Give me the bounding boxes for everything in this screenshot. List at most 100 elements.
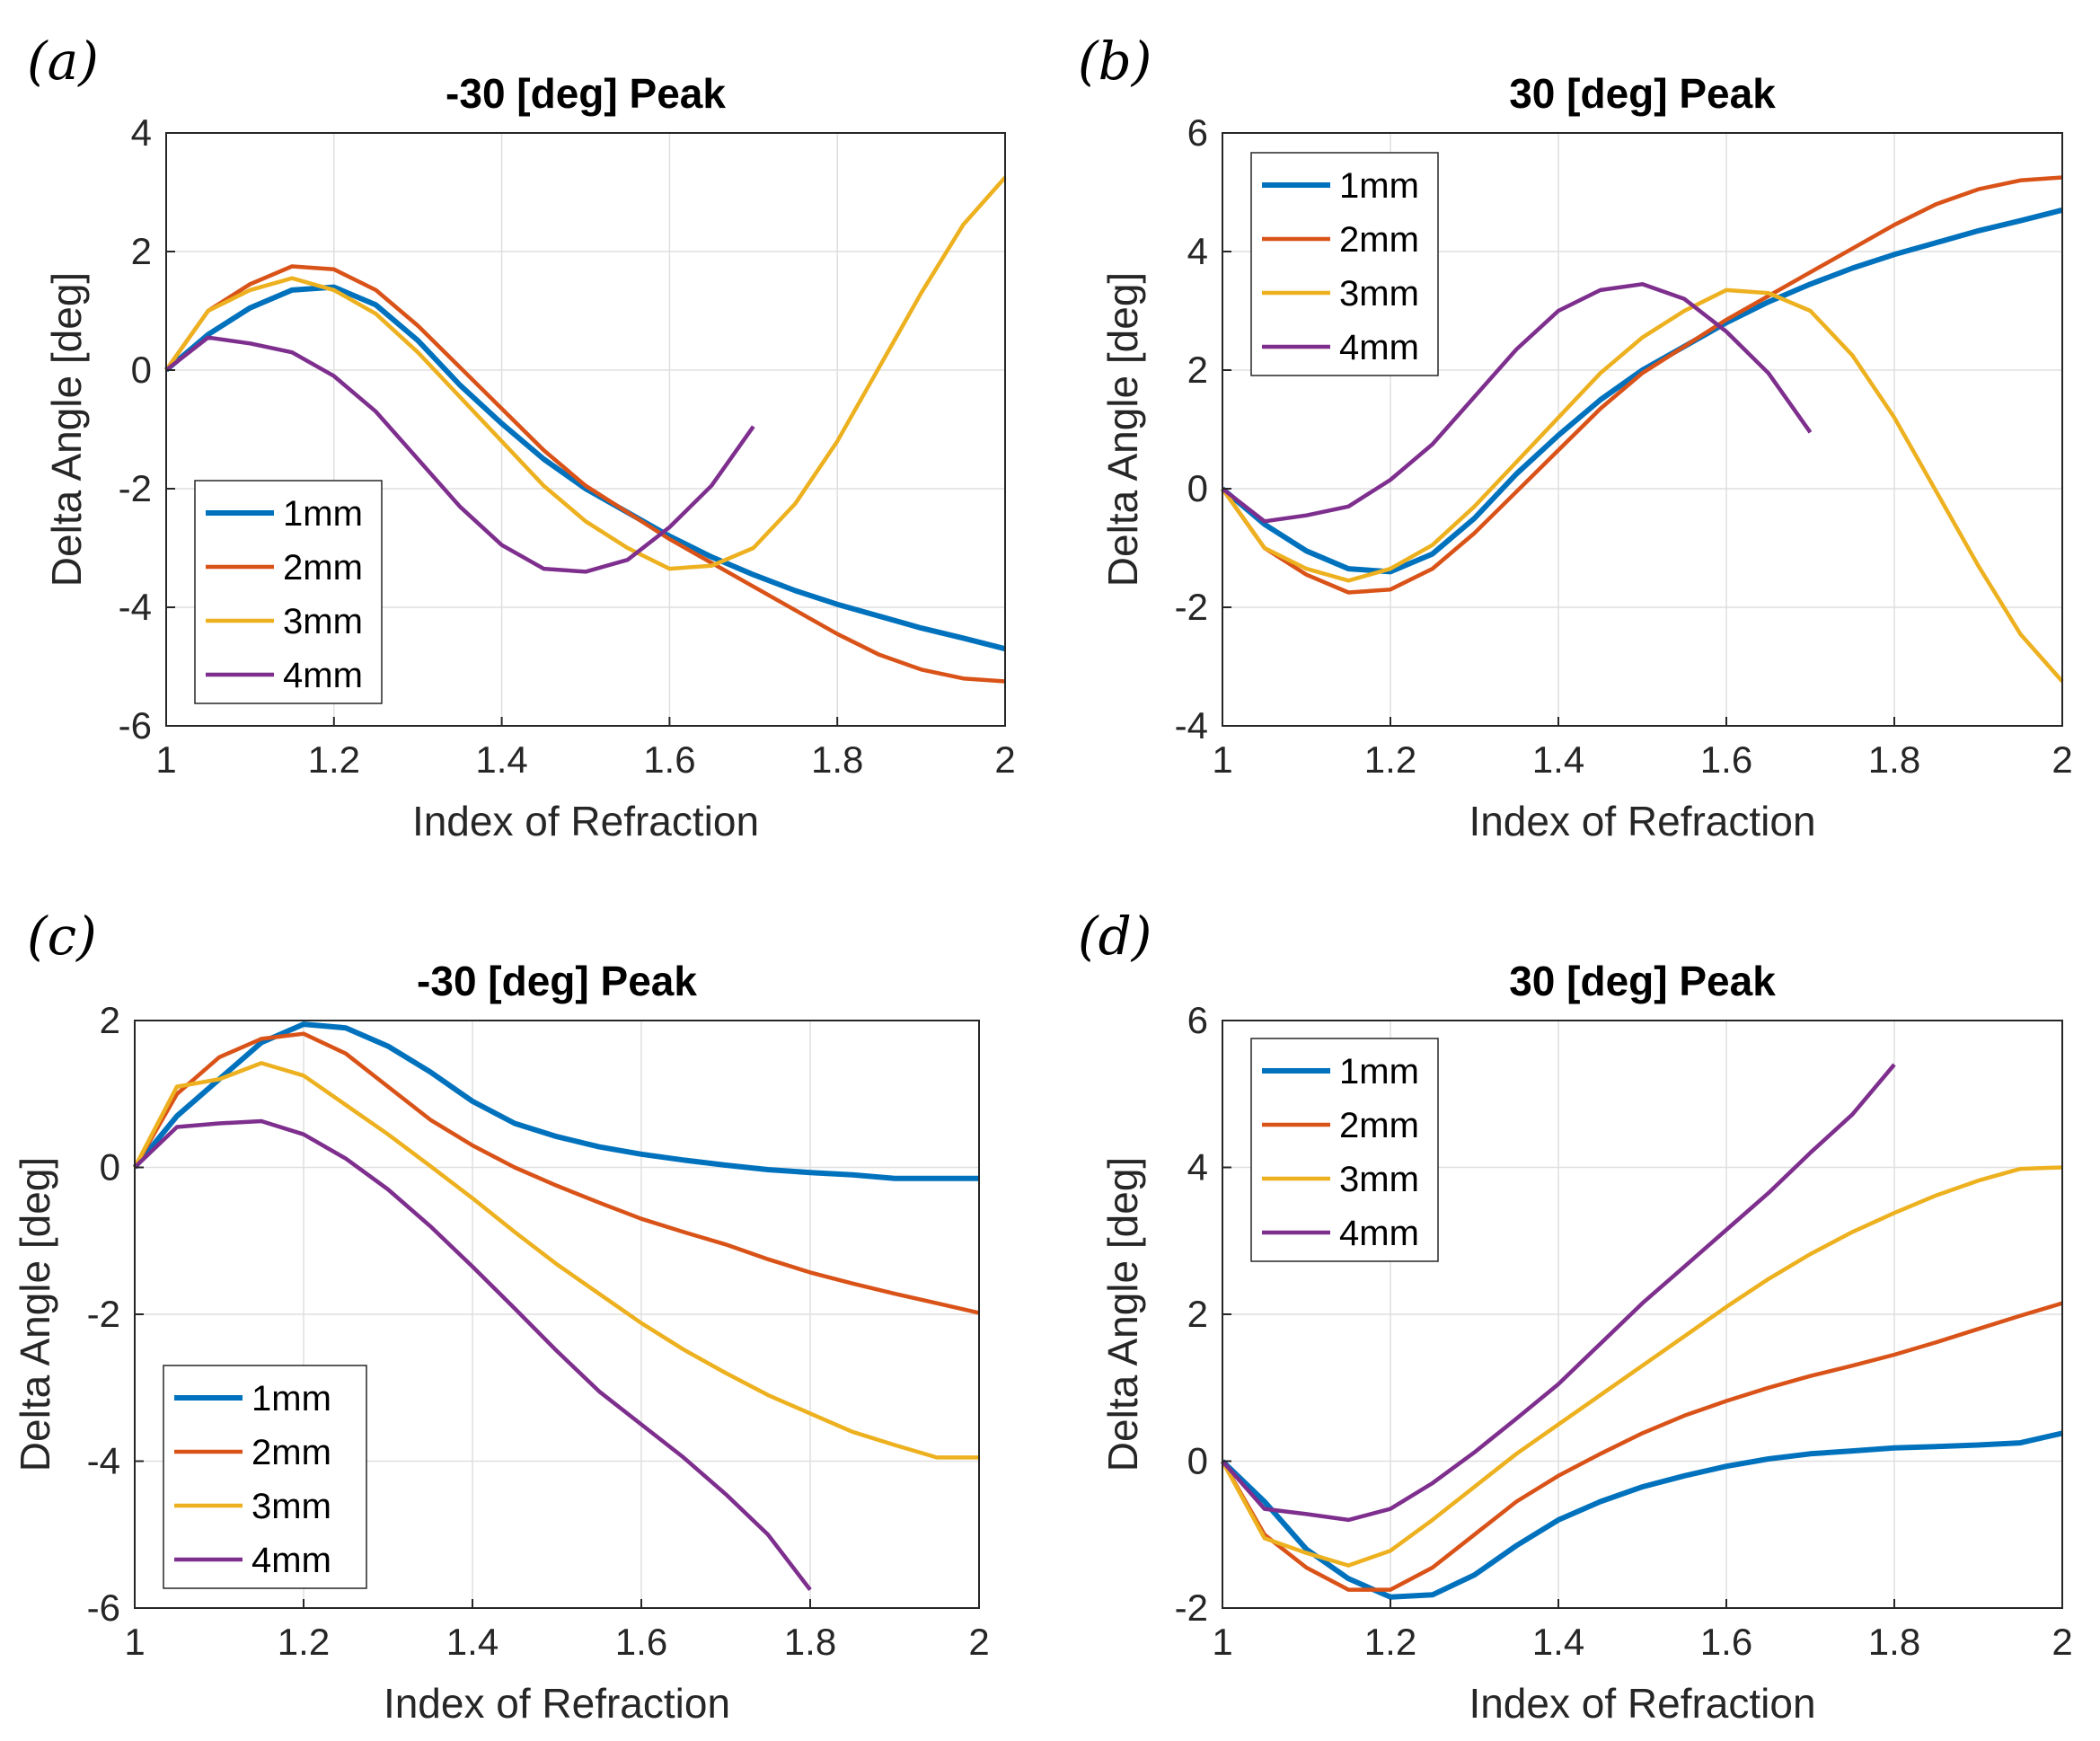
series-line-2mm bbox=[1221, 1301, 2063, 1592]
y-tick-label: -4 bbox=[87, 1440, 120, 1482]
x-tick-label: 1.8 bbox=[1868, 738, 1920, 781]
y-tick-label: 6 bbox=[1187, 111, 1208, 154]
series-line-3mm bbox=[164, 176, 1007, 571]
y-tick-label: 2 bbox=[1187, 349, 1208, 391]
x-tick-label: 1.8 bbox=[1868, 1621, 1920, 1663]
panel-label: (b) bbox=[1078, 31, 1151, 92]
y-tick-label: -2 bbox=[1175, 586, 1208, 628]
y-axis-label: Delta Angle [deg] bbox=[43, 272, 90, 587]
x-tick-label: 2 bbox=[968, 1621, 989, 1663]
series-line-2mm bbox=[133, 1031, 980, 1315]
x-tick-label: 1.4 bbox=[475, 738, 527, 781]
y-tick-label: 4 bbox=[131, 111, 152, 154]
x-tick-label: 1.6 bbox=[643, 738, 695, 781]
x-tick-label: 2 bbox=[2051, 738, 2072, 781]
series-line-4mm bbox=[1221, 1063, 1896, 1523]
y-tick-label: -6 bbox=[119, 704, 152, 747]
legend-label-4mm: 4mm bbox=[283, 656, 363, 695]
series-line-4mm bbox=[133, 1118, 812, 1591]
series-line-4mm bbox=[1221, 282, 1813, 524]
y-tick-label: 4 bbox=[1187, 1146, 1208, 1189]
legend-box bbox=[194, 480, 383, 704]
x-tick-label: 1.6 bbox=[1700, 738, 1752, 781]
y-axis-label: Delta Angle [deg] bbox=[1099, 1157, 1146, 1471]
x-tick-label: 1.2 bbox=[308, 738, 360, 781]
x-axis-label: Index of Refraction bbox=[1469, 798, 1815, 844]
panel-label: (d) bbox=[1078, 906, 1151, 967]
x-axis-label: Index of Refraction bbox=[412, 798, 759, 844]
x-tick-label: 1.2 bbox=[278, 1621, 330, 1663]
legend-label-1mm: 1mm bbox=[1339, 166, 1419, 206]
y-tick-label: 2 bbox=[131, 230, 152, 272]
chart-panel-1: 1 1.2 1.4 1.6 1.8 2 -6 -4 -2 0 2 4 -30 [deg] Peak Ind… bbox=[27, 31, 1016, 844]
axes-box bbox=[1222, 132, 2063, 727]
legend-label-3mm: 3mm bbox=[283, 602, 363, 641]
legend-box bbox=[163, 1365, 367, 1589]
x-tick-label: 1.6 bbox=[1700, 1621, 1752, 1663]
series-line-3mm bbox=[1221, 287, 2064, 683]
x-tick-label: 1 bbox=[155, 738, 176, 781]
legend-label-4mm: 4mm bbox=[1339, 328, 1419, 367]
x-tick-label: 1 bbox=[124, 1621, 145, 1663]
legend-label-4mm: 4mm bbox=[1339, 1214, 1419, 1253]
series-line-3mm bbox=[1221, 1165, 2063, 1568]
x-tick-label: 1.4 bbox=[446, 1621, 499, 1663]
x-tick-label: 1.8 bbox=[811, 738, 863, 781]
x-tick-label: 1 bbox=[1212, 1621, 1232, 1663]
legend-label-4mm: 4mm bbox=[251, 1541, 331, 1580]
legend-box bbox=[1250, 1038, 1439, 1262]
chart-title: 30 [deg] Peak bbox=[1509, 70, 1776, 117]
series-line-2mm bbox=[1221, 175, 2063, 595]
y-axis-label: Delta Angle [deg] bbox=[1099, 272, 1146, 587]
legend-label-2mm: 2mm bbox=[283, 548, 363, 588]
x-tick-label: 2 bbox=[994, 738, 1015, 781]
y-tick-label: -6 bbox=[87, 1586, 120, 1629]
series-line-1mm bbox=[1220, 1430, 2063, 1600]
x-tick-label: 1.2 bbox=[1364, 1621, 1416, 1663]
legend: 1mm 2mm 3mm 4mm bbox=[163, 1365, 367, 1589]
y-tick-label: -2 bbox=[87, 1293, 120, 1335]
series-line-1mm bbox=[164, 284, 1006, 652]
series-line-3mm bbox=[133, 1061, 979, 1460]
series-line-1mm bbox=[1221, 207, 2063, 575]
legend: 1mm 2mm 3mm 4mm bbox=[1250, 152, 1439, 376]
y-tick-label: 6 bbox=[1187, 999, 1208, 1041]
legend: 1mm 2mm 3mm 4mm bbox=[1250, 1038, 1439, 1262]
y-tick-label: -2 bbox=[119, 467, 152, 509]
legend-label-1mm: 1mm bbox=[283, 494, 363, 534]
chart-title: -30 [deg] Peak bbox=[446, 70, 726, 117]
chart-title: -30 [deg] Peak bbox=[417, 958, 697, 1004]
legend-label-2mm: 2mm bbox=[1339, 1106, 1419, 1145]
x-tick-label: 2 bbox=[2051, 1621, 2072, 1663]
legend-label-1mm: 1mm bbox=[251, 1379, 331, 1418]
x-axis-label: Index of Refraction bbox=[384, 1680, 730, 1727]
axes-box bbox=[165, 132, 1006, 727]
x-tick-label: 1.2 bbox=[1364, 738, 1416, 781]
legend-label-2mm: 2mm bbox=[251, 1433, 331, 1472]
legend-label-1mm: 1mm bbox=[1339, 1052, 1419, 1091]
x-tick-label: 1.6 bbox=[615, 1621, 667, 1663]
y-tick-label: 2 bbox=[100, 999, 120, 1041]
y-tick-label: 0 bbox=[131, 349, 152, 391]
legend-label-3mm: 3mm bbox=[1339, 1160, 1419, 1199]
x-tick-label: 1.8 bbox=[784, 1621, 836, 1663]
y-tick-label: -4 bbox=[1175, 704, 1208, 747]
legend-label-3mm: 3mm bbox=[1339, 274, 1419, 314]
x-tick-label: 1.4 bbox=[1532, 738, 1584, 781]
series-line-4mm bbox=[164, 335, 755, 574]
chart-panel-2: 1 1.2 1.4 1.6 1.8 2 -4 -2 0 2 4 6 30 [deg] Peak Index… bbox=[1078, 31, 2073, 844]
chart-title: 30 [deg] Peak bbox=[1509, 958, 1776, 1004]
x-tick-label: 1 bbox=[1212, 738, 1232, 781]
y-tick-label: -2 bbox=[1175, 1586, 1208, 1629]
chart-panel-4: 1 1.2 1.4 1.6 1.8 2 -2 0 2 4 6 30 [deg] Peak Index o… bbox=[1078, 906, 2073, 1727]
y-tick-label: -4 bbox=[119, 586, 152, 628]
chart-panel-3: 1 1.2 1.4 1.6 1.8 2 -6 -4 -2 0 2 -30 [deg] Peak Inde… bbox=[12, 906, 990, 1727]
y-tick-label: 4 bbox=[1187, 230, 1208, 272]
panel-label: (c) bbox=[27, 906, 97, 967]
legend: 1mm 2mm 3mm 4mm bbox=[194, 480, 383, 704]
y-tick-label: 0 bbox=[1187, 1440, 1208, 1482]
x-axis-label: Index of Refraction bbox=[1469, 1680, 1815, 1727]
series-line-2mm bbox=[164, 264, 1006, 684]
x-tick-label: 1.4 bbox=[1532, 1621, 1584, 1663]
